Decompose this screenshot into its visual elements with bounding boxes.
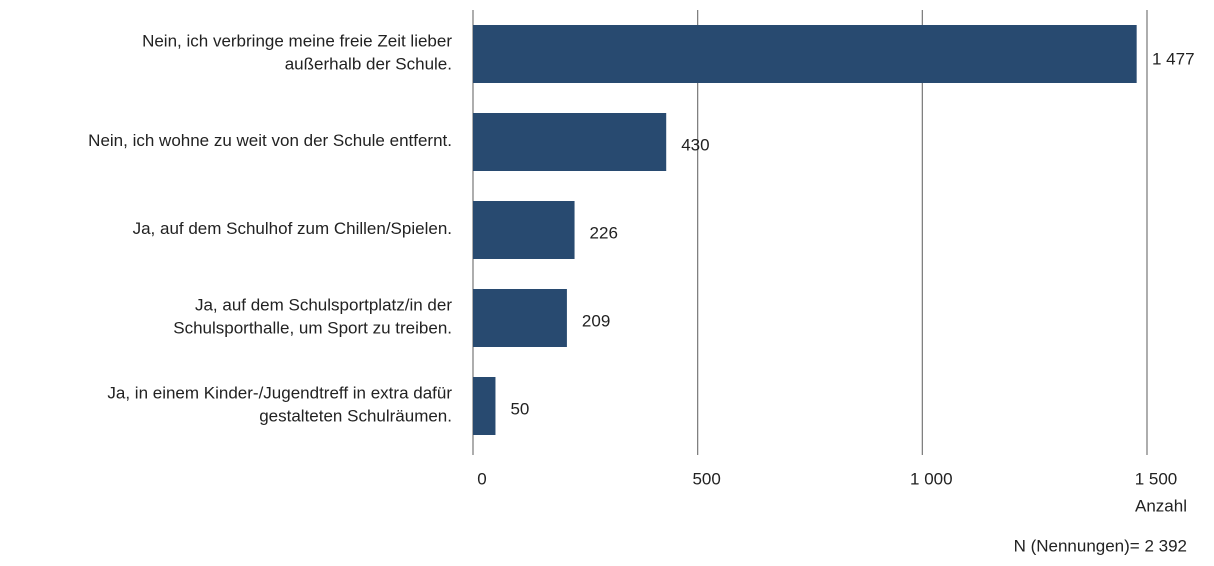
category-label: Nein, ich wohne zu weit von der Schule e… [88, 131, 452, 150]
x-tick-label: 1 000 [910, 469, 953, 488]
bar [473, 201, 575, 259]
value-label: 1 477 [1152, 49, 1195, 68]
category-label-line: Ja, in einem Kinder-/Jugendtreff in extr… [107, 384, 452, 403]
category-label: Ja, auf dem Schulhof zum Chillen/Spielen… [133, 219, 452, 238]
value-label: 50 [510, 399, 529, 418]
category-label-line: außerhalb der Schule. [285, 55, 452, 74]
category-label-line: Ja, auf dem Schulhof zum Chillen/Spielen… [133, 219, 452, 238]
category-label-line: gestalteten Schulräumen. [259, 407, 452, 426]
category-label-line: Nein, ich wohne zu weit von der Schule e… [88, 131, 452, 150]
bar [473, 289, 567, 347]
x-axis-label: Anzahl [1135, 496, 1187, 515]
category-label: Nein, ich verbringe meine freie Zeit lie… [142, 32, 452, 74]
category-label-line: Ja, auf dem Schulsportplatz/in der [195, 296, 452, 315]
value-label: 226 [590, 223, 618, 242]
value-label: 209 [582, 311, 610, 330]
category-label-line: Nein, ich verbringe meine freie Zeit lie… [142, 32, 452, 51]
note: N (Nennungen)= 2 392 [1014, 536, 1187, 555]
x-tick-label: 500 [692, 469, 720, 488]
category-label: Ja, in einem Kinder-/Jugendtreff in extr… [107, 384, 452, 426]
bar [473, 377, 496, 435]
x-tick-label: 1 500 [1135, 469, 1178, 488]
category-label-line: Schulsporthalle, um Sport zu treiben. [173, 319, 452, 338]
x-tick-label: 0 [477, 469, 486, 488]
bar [473, 113, 667, 171]
value-label: 430 [681, 135, 709, 154]
bar [473, 25, 1137, 83]
category-label: Ja, auf dem Schulsportplatz/in der Schuls… [173, 296, 452, 338]
